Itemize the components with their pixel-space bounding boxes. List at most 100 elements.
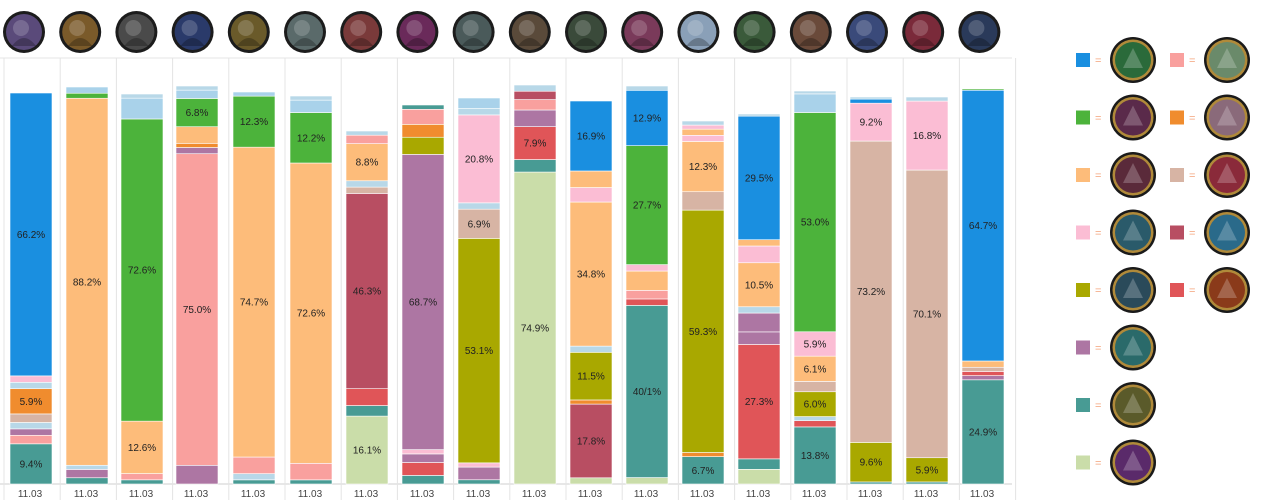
- legend-item: =: [1076, 94, 1156, 141]
- bar-segment: [65, 97, 109, 466]
- bar: 24.9% 64.7%: [961, 88, 1005, 485]
- bar-segment: [569, 100, 613, 172]
- bar-segment: [961, 89, 1005, 362]
- bar-segment: [401, 124, 445, 138]
- portrait-icon: [115, 11, 158, 53]
- legend-swatch: [1170, 110, 1184, 125]
- portrait-icon: [1110, 94, 1156, 141]
- bar-segment: [737, 458, 781, 470]
- bar-segment: [737, 239, 781, 247]
- bar: 68.7%: [401, 104, 445, 485]
- legend-item: =: [1076, 37, 1156, 83]
- bar-segment: [905, 100, 949, 171]
- bar-segment: [793, 381, 837, 393]
- portrait-icon: [1204, 94, 1250, 141]
- bar-segment: [793, 355, 837, 382]
- legend-item: =: [1170, 152, 1250, 198]
- data-label: 6.0%: [804, 400, 827, 411]
- data-label: 24.9%: [969, 427, 997, 438]
- bar-segment: [625, 477, 669, 485]
- data-label: 9.4%: [20, 459, 43, 470]
- bar-segment: [681, 124, 725, 130]
- portrait-icon: [227, 11, 270, 53]
- bar-segment: [345, 193, 389, 389]
- data-label: 5.9%: [804, 339, 827, 350]
- portrait-icon: [284, 11, 326, 53]
- portrait-icon: [789, 11, 832, 53]
- portrait-icon: [59, 11, 102, 53]
- bar-segment: [513, 159, 557, 173]
- bar-segment: [9, 413, 53, 423]
- data-label: 6.7%: [692, 466, 715, 477]
- data-label: 11.5%: [577, 372, 605, 383]
- legend-swatch: [1076, 340, 1090, 355]
- bar-segment: [65, 477, 109, 485]
- data-label: 75.0%: [183, 305, 211, 316]
- legend-item: =: [1076, 439, 1156, 486]
- bar-segment: [65, 464, 109, 470]
- legend-equals: =: [1189, 228, 1195, 240]
- bar-segment: [961, 360, 1005, 368]
- bar: 27.3% 10.5% 29.5%: [737, 113, 781, 485]
- bar-segment: [905, 481, 949, 485]
- bar-segment: [457, 97, 501, 109]
- bar-segment: [513, 90, 557, 100]
- bar-segment: [737, 115, 781, 241]
- bar-segment: [65, 469, 109, 479]
- bar-segment: [569, 201, 613, 347]
- portrait-icon: [1110, 324, 1156, 371]
- data-label: 20.8%: [465, 154, 493, 165]
- legend-item: =: [1170, 37, 1250, 83]
- legend-item: =: [1076, 152, 1156, 198]
- bar-segment: [345, 388, 389, 406]
- data-label: 8.8%: [356, 158, 379, 169]
- legend-swatch: [1076, 398, 1090, 412]
- portrait-icon: [3, 11, 45, 53]
- bar-segment: [681, 128, 725, 136]
- portrait-icon: [1110, 439, 1156, 486]
- portrait-icon: [1204, 209, 1250, 256]
- data-label: 59.3%: [689, 327, 717, 338]
- x-tick-label: 11.03: [522, 489, 547, 500]
- x-tick-label: 11.03: [354, 489, 379, 500]
- bar-segment: [289, 463, 333, 481]
- data-label: 5.9%: [916, 465, 939, 476]
- bar-segment: [569, 187, 613, 203]
- legend-item: =: [1170, 209, 1250, 256]
- bar-segment: [289, 95, 333, 101]
- bar: 12.6% 72.6%: [120, 93, 164, 485]
- legend-equals: =: [1095, 170, 1101, 182]
- bar-segment: [9, 381, 53, 390]
- bar: 72.6% 12.2%: [289, 95, 333, 485]
- portrait-icon: [452, 11, 495, 53]
- bar-segment: [625, 290, 669, 300]
- portrait-icon: [1110, 152, 1156, 198]
- x-tick-labels: 11.03 11.03 11.03 11.03 11.03 11.03 11.03 11.03…: [18, 489, 995, 500]
- x-tick-label: 11.03: [634, 489, 659, 500]
- bar-segment: [65, 86, 109, 94]
- portrait-icon: [902, 11, 945, 53]
- legend-swatch: [1076, 283, 1090, 297]
- legend-item: =: [1076, 267, 1156, 313]
- bar-segment: [681, 452, 725, 457]
- legend-equals: =: [1095, 400, 1101, 412]
- legend-swatch: [1076, 168, 1090, 182]
- bar-segment: [849, 140, 893, 443]
- bar-segment: [9, 434, 53, 445]
- portrait-icon: [621, 11, 664, 53]
- bar: 9.4% 5.9% 66.2%: [9, 92, 53, 485]
- bar-segment: [9, 422, 53, 430]
- bar-segment: [175, 153, 219, 466]
- bar-segment: [961, 375, 1005, 381]
- bar-segment: [457, 462, 501, 468]
- bar-segment: [457, 114, 501, 204]
- x-tick-label: 11.03: [298, 489, 323, 500]
- bar-segment: [457, 238, 501, 464]
- x-tick-label: 11.03: [914, 489, 939, 500]
- bar-segment: [737, 469, 781, 485]
- data-label: 16.9%: [577, 131, 605, 142]
- bar-segment: [175, 147, 219, 155]
- bars-group: 9.4% 5.9% 66.2% 88.2% 12.6% 72.6% 75.0% 6.8% 74.…: [9, 84, 1005, 485]
- data-label: 6.8%: [186, 108, 209, 119]
- bar-segment: [737, 113, 781, 117]
